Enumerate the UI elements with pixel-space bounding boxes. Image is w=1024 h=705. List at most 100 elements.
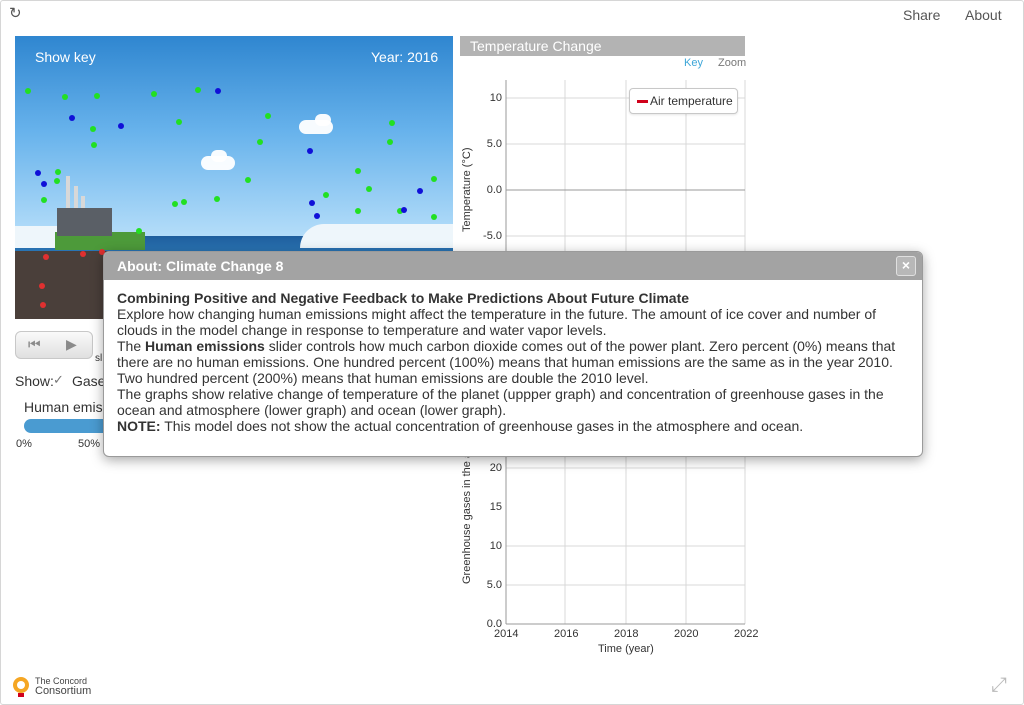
molecule-water-vapor <box>151 91 157 97</box>
dialog-title: About: Climate Change 8 <box>117 258 284 274</box>
molecule-co2 <box>314 213 320 219</box>
text-span: This model does not show the actual conc… <box>160 418 804 434</box>
molecule-co2 <box>401 207 407 213</box>
dialog-body: Combining Positive and Negative Feedback… <box>117 290 912 434</box>
graph-plot-area <box>505 80 746 625</box>
dialog-note: NOTE: This model does not show the actua… <box>117 418 912 434</box>
smokestack <box>66 176 70 212</box>
gases-checkbox-label: Gase <box>72 373 106 389</box>
note-label: NOTE: <box>117 418 161 434</box>
molecule-water-vapor <box>323 192 329 198</box>
molecule-ground <box>99 249 105 255</box>
close-icon[interactable]: × <box>896 256 916 276</box>
molecule-water-vapor <box>172 201 178 207</box>
legend-label: Air temperature <box>650 94 733 108</box>
smokestack <box>81 196 85 212</box>
tab-zoom[interactable]: Zoom <box>718 57 747 69</box>
play-icon[interactable]: ▶ <box>66 336 77 352</box>
molecule-ground <box>80 251 86 257</box>
logo-line2: Consortium <box>35 685 92 697</box>
top-bar: ↻ Share About <box>0 0 1024 30</box>
molecule-ground <box>39 283 45 289</box>
molecule-water-vapor <box>431 214 437 220</box>
molecule-co2 <box>41 181 47 187</box>
ice-right <box>300 224 453 248</box>
molecule-water-vapor <box>181 199 187 205</box>
tab-key[interactable]: Key <box>684 57 703 69</box>
molecule-co2 <box>307 148 313 154</box>
molecule-co2 <box>417 188 423 194</box>
molecule-co2 <box>35 170 41 176</box>
x-tick: 2018 <box>614 628 639 640</box>
molecule-water-vapor <box>214 196 220 202</box>
molecule-water-vapor <box>91 142 97 148</box>
graph-legend: Air temperature <box>629 88 738 114</box>
molecule-ground <box>43 254 49 260</box>
y-tick: 5.0 <box>486 579 502 591</box>
x-tick: 2020 <box>674 628 699 640</box>
slider-tick: 50% <box>78 438 101 450</box>
rewind-icon[interactable]: ⏮ <box>28 336 41 352</box>
land <box>55 232 145 250</box>
about-dialog: About: Climate Change 8 × Combining Posi… <box>103 251 923 457</box>
cloud <box>211 150 227 162</box>
cloud <box>201 156 235 170</box>
molecule-water-vapor <box>136 228 142 234</box>
playback-controls: ⏮ ▶ <box>15 331 93 359</box>
molecule-water-vapor <box>355 168 361 174</box>
legend-swatch <box>637 100 648 103</box>
human-emissions-label: Human emiss <box>24 399 110 415</box>
logo-line1: The Concord <box>35 676 88 686</box>
human-emissions-slider[interactable] <box>24 419 104 433</box>
bottom-y-axis-label: Greenhouse gases in the a <box>461 451 473 584</box>
molecule-water-vapor <box>90 126 96 132</box>
molecule-water-vapor <box>257 139 263 145</box>
dialog-paragraph: The Human emissions slider controls how … <box>117 338 912 386</box>
molecule-water-vapor <box>397 208 403 214</box>
y-tick: 15 <box>489 501 502 513</box>
dialog-heading: Combining Positive and Negative Feedback… <box>117 290 690 306</box>
slider-tick: 0% <box>16 438 32 450</box>
molecule-co2 <box>309 200 315 206</box>
y-tick: 5.0 <box>486 138 502 150</box>
gases-checkbox[interactable]: ✓ <box>53 372 64 387</box>
molecule-water-vapor <box>54 178 60 184</box>
speed-label: sl <box>95 353 103 364</box>
molecule-water-vapor <box>366 186 372 192</box>
dialog-paragraph: The graphs show relative change of tempe… <box>117 386 884 418</box>
molecule-water-vapor <box>94 93 100 99</box>
molecule-co2 <box>215 88 221 94</box>
cloud <box>315 114 331 126</box>
x-tick: 2014 <box>494 628 519 640</box>
about-link[interactable]: About <box>965 7 1002 23</box>
x-tick: 2016 <box>554 628 579 640</box>
molecule-water-vapor <box>389 120 395 126</box>
molecule-water-vapor <box>245 177 251 183</box>
graph-title: Temperature Change <box>460 36 745 56</box>
y-tick: 0.0 <box>486 618 502 630</box>
molecule-water-vapor <box>265 113 271 119</box>
show-key-toggle[interactable]: Show key <box>35 49 96 65</box>
molecule-co2 <box>69 115 75 121</box>
molecule-water-vapor <box>176 119 182 125</box>
molecule-co2 <box>118 123 124 129</box>
y-tick: 0.0 <box>486 184 502 196</box>
x-axis-label: Time (year) <box>598 643 654 655</box>
molecule-water-vapor <box>41 197 47 203</box>
share-link[interactable]: Share <box>903 7 941 23</box>
reload-icon[interactable]: ↻ <box>9 5 22 22</box>
y-tick: 10 <box>489 92 502 104</box>
dialog-paragraph: Explore how changing human emissions mig… <box>117 306 877 338</box>
y-tick: 20 <box>489 462 502 474</box>
show-label: Show: <box>15 373 54 389</box>
x-tick: 2022 <box>734 628 759 640</box>
molecule-water-vapor <box>355 208 361 214</box>
smokestack <box>74 186 78 212</box>
lightbulb-icon <box>13 677 29 697</box>
molecule-water-vapor <box>195 87 201 93</box>
fullscreen-icon[interactable]: ⤢ <box>991 674 1007 696</box>
molecule-water-vapor <box>55 169 61 175</box>
molecule-water-vapor <box>387 139 393 145</box>
molecule-water-vapor <box>25 88 31 94</box>
power-plant <box>57 208 112 236</box>
